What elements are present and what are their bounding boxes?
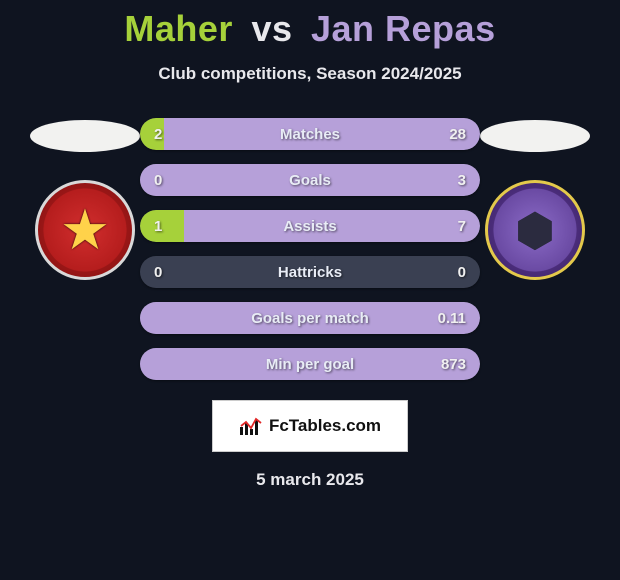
bar-value-left: 2 [154, 126, 204, 143]
chart-icon [239, 417, 263, 435]
bar-value-right: 28 [416, 126, 466, 143]
bar-value-right: 873 [416, 356, 466, 373]
card-subtitle: Club competitions, Season 2024/2025 [158, 64, 461, 84]
bar-value-right: 3 [416, 172, 466, 189]
player2-name: Jan Repas [311, 8, 496, 49]
bar-value-right: 0.11 [416, 310, 466, 327]
bar-label: 0Goals3 [140, 164, 480, 196]
bars-column: 2Matches280Goals31Assists70Hattricks0Goa… [140, 118, 480, 380]
bar-value-left: 1 [154, 218, 204, 235]
vs-text: vs [251, 8, 292, 49]
bar-metric-name: Assists [204, 218, 416, 235]
bar-value-right: 7 [416, 218, 466, 235]
bar-label: Min per goal873 [140, 348, 480, 380]
bar-label: Goals per match0.11 [140, 302, 480, 334]
brand-text: FcTables.com [269, 416, 381, 436]
left-oval [30, 120, 140, 152]
bar-row: Min per goal873 [140, 348, 480, 380]
bar-metric-name: Goals [204, 172, 416, 189]
bar-metric-name: Hattricks [204, 264, 416, 281]
bar-value-right: 0 [416, 264, 466, 281]
bar-value-left: 0 [154, 172, 204, 189]
right-club-crest [485, 180, 585, 280]
bar-label: 0Hattricks0 [140, 256, 480, 288]
card-title: Maher vs Jan Repas [124, 8, 495, 50]
brand-badge: FcTables.com [212, 400, 408, 452]
comparison-card: Maher vs Jan Repas Club competitions, Se… [0, 0, 620, 490]
right-side [480, 118, 590, 280]
player1-name: Maher [124, 8, 233, 49]
bar-metric-name: Matches [204, 126, 416, 143]
bar-row: 0Goals3 [140, 164, 480, 196]
footer-date: 5 march 2025 [256, 470, 364, 490]
bar-row: 0Hattricks0 [140, 256, 480, 288]
compare-area: 2Matches280Goals31Assists70Hattricks0Goa… [0, 118, 620, 380]
bar-row: 1Assists7 [140, 210, 480, 242]
bar-label: 2Matches28 [140, 118, 480, 150]
right-oval [480, 120, 590, 152]
bar-row: Goals per match0.11 [140, 302, 480, 334]
bar-metric-name: Goals per match [204, 310, 416, 327]
bar-label: 1Assists7 [140, 210, 480, 242]
left-club-crest [35, 180, 135, 280]
bar-row: 2Matches28 [140, 118, 480, 150]
left-side [30, 118, 140, 280]
bar-metric-name: Min per goal [204, 356, 416, 373]
bar-value-left: 0 [154, 264, 204, 281]
